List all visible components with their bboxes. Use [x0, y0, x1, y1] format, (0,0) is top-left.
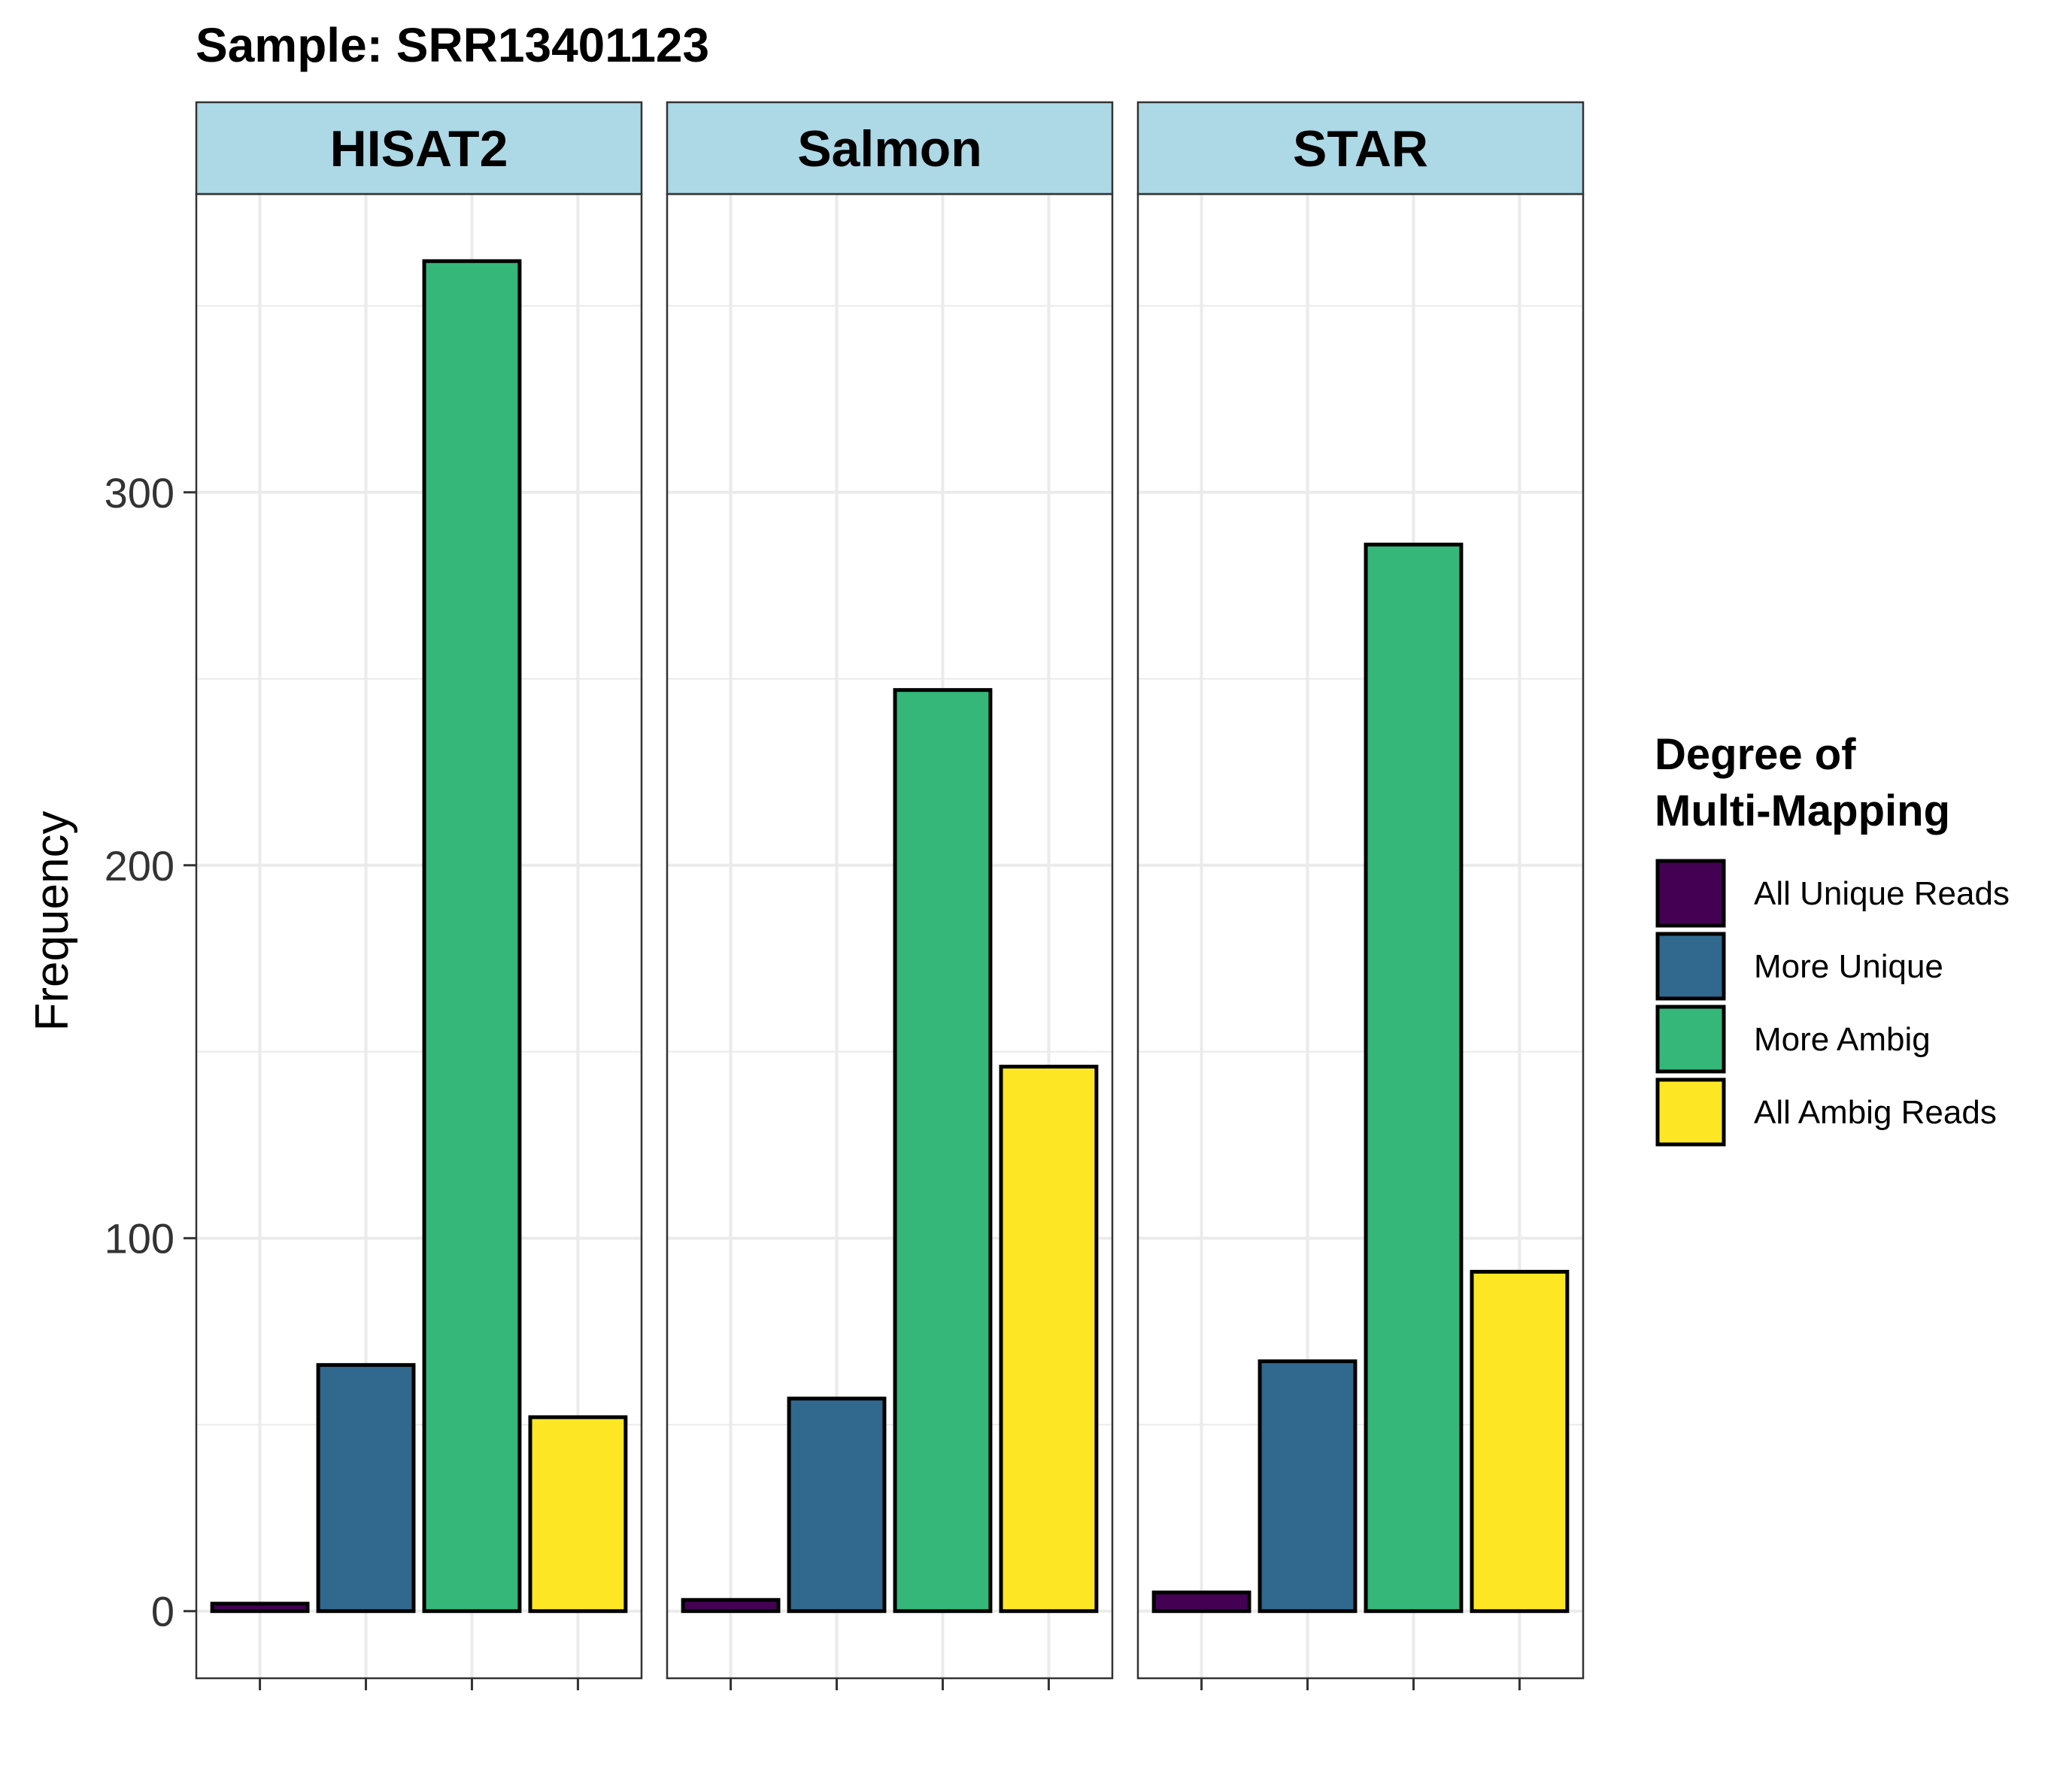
- bar-star-1: [1257, 1359, 1358, 1614]
- legend-label: All Ambig Reads: [1754, 1094, 1997, 1131]
- y-axis: 0 100 200 300: [105, 469, 196, 1635]
- legend-swatch: [1655, 932, 1726, 1001]
- legend-label: All Unique Reads: [1754, 875, 2010, 912]
- bar-salmon-0: [681, 1598, 781, 1614]
- bar-salmon-1: [787, 1396, 887, 1614]
- y-tick-label: 100: [105, 1215, 174, 1262]
- facet-panels: HISAT2 Salmon STAR: [195, 101, 1585, 1690]
- legend-swatch: [1655, 1005, 1726, 1074]
- legend-title-line2: Multi-Mapping: [1655, 786, 1950, 835]
- legend-label: More Ambig: [1754, 1021, 1931, 1058]
- legend-swatch: [1655, 1077, 1726, 1147]
- legend-items: All Unique Reads More Unique More Ambig All…: [1655, 859, 2010, 1147]
- legend-item: All Unique Reads: [1655, 859, 2010, 928]
- bar-hisat2-2: [422, 259, 522, 1614]
- bar-hisat2-0: [210, 1602, 310, 1614]
- facet-strip: [1136, 101, 1585, 195]
- bar-hisat2-1: [316, 1362, 416, 1614]
- legend-swatch: [1655, 859, 1726, 928]
- facet-strip: [195, 101, 643, 195]
- legend-title-line1: Degree of: [1655, 730, 1856, 779]
- bar-salmon-2: [893, 688, 993, 1614]
- chart-title: Sample: SRR13401123: [196, 18, 709, 72]
- facet-panel-salmon: Salmon: [666, 101, 1114, 1690]
- y-tick-label: 0: [151, 1588, 174, 1635]
- legend-label: More Unique: [1754, 948, 1943, 985]
- bar-star-3: [1470, 1269, 1570, 1614]
- y-tick-label: 300: [105, 469, 174, 517]
- legend-item: More Ambig: [1655, 1005, 1931, 1074]
- bar-salmon-3: [999, 1065, 1099, 1614]
- y-tick-label: 200: [105, 842, 174, 890]
- facet-strip-label: STAR: [1293, 120, 1428, 177]
- legend: Degree of Multi-Mapping All Unique Reads…: [1655, 730, 2010, 1147]
- facet-strip-label: HISAT2: [330, 120, 508, 177]
- y-axis-label: Frequency: [26, 811, 78, 1032]
- legend-item: More Unique: [1655, 932, 1943, 1001]
- legend-item: All Ambig Reads: [1655, 1077, 1997, 1147]
- bar-star-2: [1364, 542, 1464, 1614]
- facet-strip: [666, 101, 1114, 195]
- facet-strip-label: Salmon: [797, 120, 982, 177]
- bar-hisat2-3: [528, 1415, 628, 1614]
- bar-star-0: [1151, 1590, 1251, 1614]
- facet-panel-hisat2: HISAT2: [195, 101, 643, 1690]
- facet-panel-star: STAR: [1136, 101, 1585, 1690]
